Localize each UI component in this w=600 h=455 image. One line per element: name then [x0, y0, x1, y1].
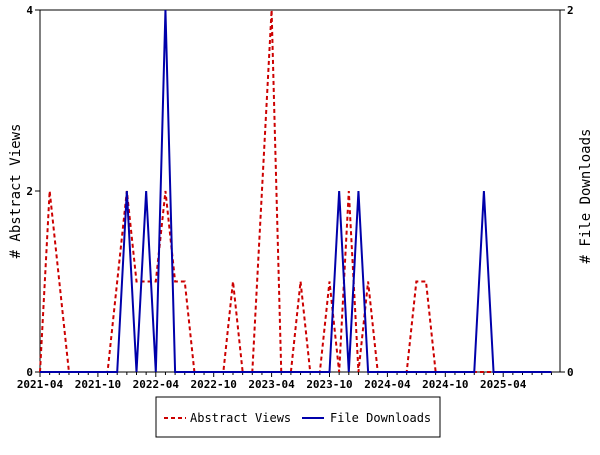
x-tick-label: 2021-04	[17, 378, 64, 391]
x-tick-label: 2024-04	[364, 378, 411, 391]
y-axis-title: # Abstract Views	[8, 124, 24, 259]
x-tick-label: 2022-10	[191, 378, 237, 391]
x-tick-label: 2022-04	[133, 378, 180, 391]
y-tick-label: 4	[26, 4, 33, 17]
x-tick-label: 2021-10	[75, 378, 121, 391]
plot-area	[39, 9, 561, 373]
y2-tick-label: 0	[567, 366, 574, 379]
x-axis: 2021-04 2021-10 2022-04 2022-10 2023-04 2023-…	[17, 372, 552, 391]
y2-tick-label: 2	[567, 4, 574, 17]
legend-box	[155, 396, 441, 438]
right-y-axis: 02	[560, 4, 574, 379]
x-tick-label: 2023-10	[306, 378, 352, 391]
left-y-axis: 0 2 4	[26, 4, 40, 379]
series-layer	[39, 9, 552, 373]
legend-label-file-downloads: File Downloads	[330, 411, 431, 425]
x-tick-label: 2025-04	[480, 378, 527, 391]
legend-label-abstract-views: Abstract Views	[190, 411, 291, 425]
y-tick-label: 0	[26, 366, 33, 379]
y-tick-label: 2	[26, 185, 33, 198]
y2-axis-title: # File Downloads	[578, 129, 594, 264]
legend: Abstract Views File Downloads	[155, 396, 441, 438]
x-tick-label: 2024-10	[422, 378, 468, 391]
x-tick-label: 2023-04	[248, 378, 295, 391]
series-line-file-downloads	[40, 9, 552, 373]
